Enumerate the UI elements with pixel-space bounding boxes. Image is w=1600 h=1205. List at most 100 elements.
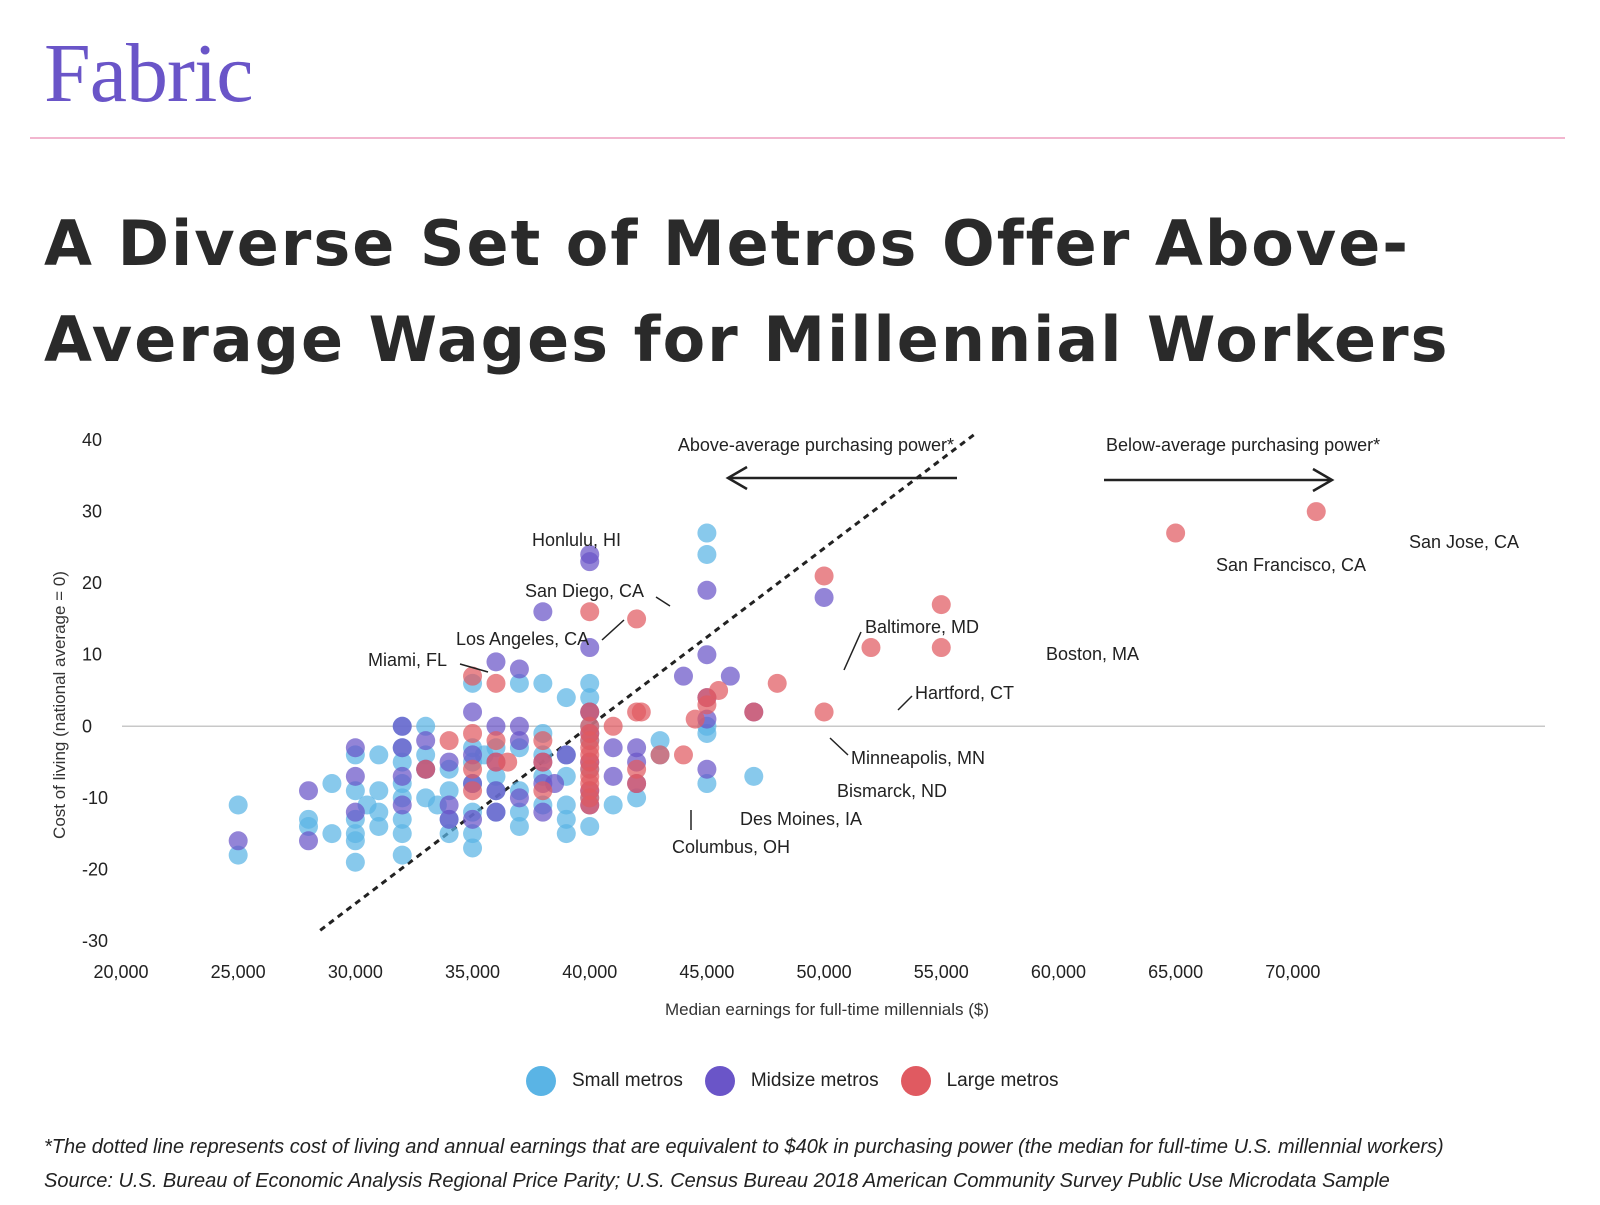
data-point-large-metros: [463, 781, 483, 801]
data-point-midsize-metros: [298, 781, 318, 801]
data-point-large-metros: [627, 609, 647, 629]
data-point-small-metros: [298, 816, 318, 836]
data-point-small-metros: [533, 673, 553, 693]
data-point-small-metros: [369, 816, 389, 836]
x-tick-label: 20,000: [93, 962, 148, 982]
data-point-large-metros: [814, 566, 834, 586]
data-point-midsize-metros: [486, 781, 506, 801]
data-point-midsize-metros: [697, 645, 717, 665]
callout-columbus-oh: Columbus, OH: [672, 837, 790, 857]
left-arrow-head: [725, 465, 748, 491]
y-tick-label: 30: [82, 502, 102, 522]
y-axis-title: Cost of living (national average = 0): [50, 571, 69, 839]
y-tick-label: -20: [82, 859, 108, 879]
data-point-small-metros: [439, 824, 459, 844]
data-point-small-metros: [416, 716, 436, 736]
data-point-large-metros: [1306, 502, 1326, 522]
data-point-large-metros: [697, 695, 717, 715]
footnote-source: Source: U.S. Bureau of Economic Analysis…: [44, 1170, 1390, 1192]
chart-title: A Diverse Set of Metros Offer Above-Aver…: [44, 207, 1450, 376]
callout-leader-hartford-ct: [897, 695, 913, 711]
data-point-small-metros: [486, 766, 506, 786]
below-average-annotation: Below-average purchasing power*: [1106, 435, 1380, 455]
callout-los-angeles-ca: Los Angeles, CA: [456, 629, 589, 649]
data-point-large-metros: [486, 673, 506, 693]
data-point-midsize-metros: [603, 738, 623, 758]
callout-leader-los-angeles-ca: [601, 619, 625, 641]
data-point-midsize-metros: [392, 738, 412, 758]
y-tick-label: -30: [82, 931, 108, 951]
data-point-midsize-metros: [580, 552, 600, 572]
callout-leader-minneapolis-mn: [829, 737, 849, 756]
data-point-midsize-metros: [627, 738, 647, 758]
data-point-midsize-metros: [463, 745, 483, 765]
equivalent-purchasing-power-line: [319, 431, 978, 932]
callout-leader-san-diego-ca: [655, 596, 671, 607]
data-point-large-metros: [463, 666, 483, 686]
data-point-small-metros: [697, 774, 717, 794]
data-point-midsize-metros: [463, 809, 483, 829]
data-point-small-metros: [509, 802, 529, 822]
legend-label-small-metros: Small metros: [572, 1070, 683, 1091]
callout-san-francisco-ca: San Francisco, CA: [1216, 555, 1366, 575]
y-tick-label: 10: [82, 645, 102, 665]
data-point-large-metros: [1166, 523, 1186, 543]
data-point-small-metros: [345, 852, 365, 872]
x-tick-label: 65,000: [1148, 962, 1203, 982]
data-point-small-metros: [322, 774, 342, 794]
data-point-midsize-metros: [463, 702, 483, 722]
data-point-midsize-metros: [697, 580, 717, 600]
y-tick-label: 0: [82, 716, 92, 736]
callout-hartford-ct: Hartford, CT: [915, 683, 1014, 703]
data-point-midsize-metros: [697, 759, 717, 779]
data-point-large-metros: [533, 731, 553, 751]
data-point-small-metros: [580, 816, 600, 836]
data-point-large-metros: [861, 638, 881, 658]
data-point-small-metros: [322, 824, 342, 844]
data-point-midsize-metros: [533, 802, 553, 822]
callout-baltimore-md: Baltimore, MD: [865, 617, 979, 637]
data-point-midsize-metros: [556, 745, 576, 765]
data-point-large-metros: [709, 681, 729, 700]
data-point-small-metros: [556, 688, 576, 708]
legend-item-midsize-metros: Midsize metros: [704, 1066, 879, 1096]
x-axis-title: Median earnings for full-time millennial…: [665, 1000, 989, 1019]
data-point-midsize-metros: [439, 795, 459, 815]
data-point-small-metros: [509, 816, 529, 836]
data-point-small-metros: [369, 745, 389, 765]
data-point-large-metros: [767, 673, 787, 693]
data-point-small-metros: [697, 523, 717, 543]
data-point-large-metros: [439, 731, 459, 751]
data-point-large-metros: [580, 702, 600, 722]
data-point-small-metros: [463, 824, 483, 844]
data-point-small-metros: [509, 673, 529, 693]
data-point-small-metros: [580, 688, 600, 708]
data-point-small-metros: [556, 824, 576, 844]
callout-minneapolis-mn: Minneapolis, MN: [851, 748, 985, 768]
data-point-large-metros: [744, 702, 764, 722]
callout-san-jose-ca: San Jose, CA: [1409, 532, 1519, 552]
x-tick-label: 25,000: [211, 962, 266, 982]
callout-leader-miami-fl: [459, 663, 489, 673]
data-point-midsize-metros: [580, 638, 600, 658]
data-point-midsize-metros: [228, 831, 248, 851]
above-average-annotation: Above-average purchasing power*: [678, 435, 954, 455]
legend-item-small-metros: Small metros: [526, 1066, 683, 1096]
data-point-large-metros: [627, 759, 647, 779]
data-point-midsize-metros: [392, 766, 412, 786]
data-point-small-metros: [744, 766, 764, 786]
data-point-midsize-metros: [486, 652, 506, 672]
data-point-midsize-metros: [486, 802, 506, 822]
data-point-midsize-metros: [439, 809, 459, 829]
data-point-small-metros: [580, 673, 600, 693]
data-point-small-metros: [228, 795, 248, 815]
data-point-small-metros: [463, 838, 483, 858]
data-point-midsize-metros: [509, 659, 529, 679]
header-divider: [30, 137, 1565, 139]
data-point-small-metros: [392, 845, 412, 865]
data-point-large-metros: [685, 709, 705, 729]
data-point-small-metros: [369, 781, 389, 801]
chart-legend: Small metros Midsize metros Large metros: [526, 1066, 1081, 1096]
data-point-large-metros: [631, 702, 651, 722]
data-point-large-metros: [580, 602, 600, 622]
